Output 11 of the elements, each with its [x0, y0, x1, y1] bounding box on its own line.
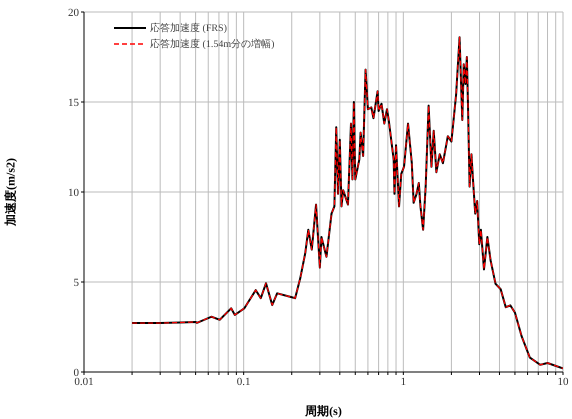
- legend-label: 応答加速度 (FRS): [150, 22, 227, 35]
- y-axis-title: 加速度(m/s2): [3, 158, 18, 227]
- y-tick-label: 5: [74, 276, 80, 289]
- y-tick-label: 15: [68, 96, 80, 109]
- x-axis-title: 周期(s): [304, 404, 342, 418]
- y-tick-label: 10: [68, 186, 80, 199]
- legend-label: 応答加速度 (1.54m分の増幅): [150, 38, 274, 51]
- x-tick-label: 10: [558, 376, 569, 388]
- y-tick-label: 20: [68, 6, 80, 19]
- x-tick-label: 1: [400, 376, 406, 388]
- x-tick-label: 0.1: [236, 376, 251, 388]
